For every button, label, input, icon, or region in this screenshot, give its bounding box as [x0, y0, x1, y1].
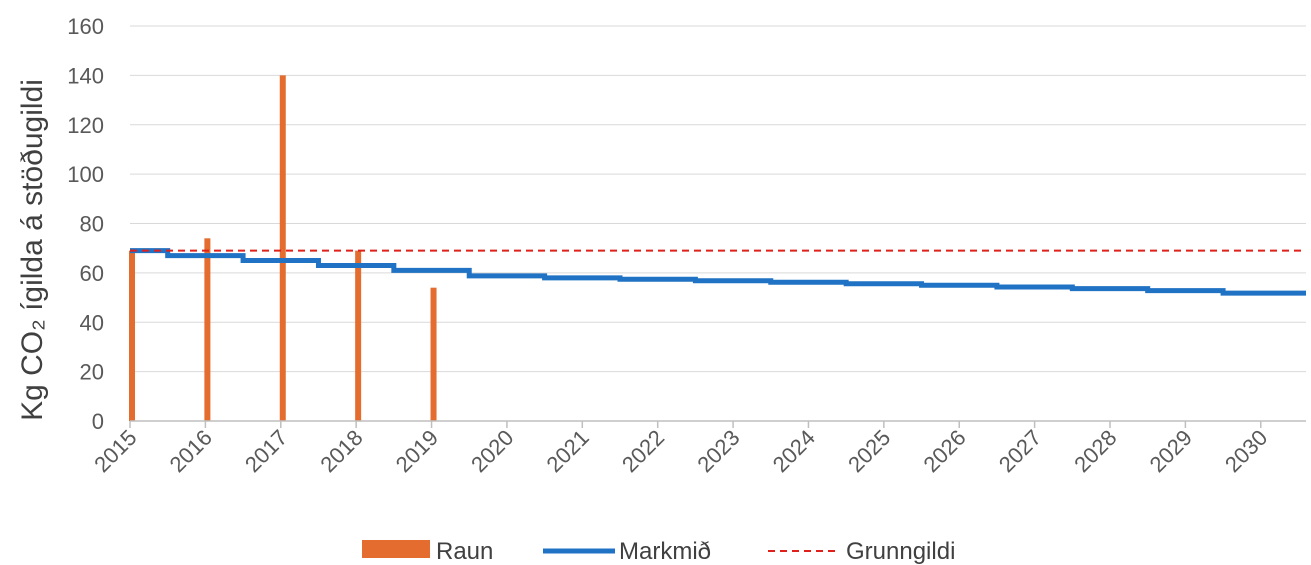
- raun-bar: [204, 238, 211, 421]
- y-tick-label: 100: [67, 162, 104, 187]
- markmid-line: [130, 248, 1306, 296]
- y-tick-label: 120: [67, 113, 104, 138]
- y-tick-label: 140: [67, 63, 104, 88]
- y-axis-label: Kg CO₂ ígilda á stöðugildi: [16, 79, 49, 421]
- x-tick-label: 2022: [617, 425, 669, 477]
- raun-bars: [129, 75, 437, 421]
- gridlines: [130, 25, 1306, 373]
- y-tick-label: 0: [92, 409, 104, 434]
- x-tick-label: 2025: [843, 425, 895, 477]
- raun-bar: [279, 75, 286, 421]
- legend-label-markmid: Markmið: [619, 538, 711, 565]
- x-tick-label: 2028: [1069, 425, 1121, 477]
- x-tick-label: 2017: [240, 425, 292, 477]
- x-tick-label: 2018: [315, 425, 367, 477]
- series-lines: [130, 248, 1306, 296]
- y-tick-label: 40: [80, 310, 104, 335]
- x-tick-label: 2026: [918, 425, 970, 477]
- legend: Raun Markmið Grunngildi: [362, 538, 955, 565]
- legend-swatch-raun: [362, 540, 430, 558]
- x-axis-ticks: 2015 2016 2017 2018 2019 2020 2021 2022 2023 2024…: [89, 425, 1272, 477]
- y-tick-label: 60: [80, 261, 104, 286]
- raun-bar: [430, 287, 437, 421]
- y-tick-label: 160: [67, 14, 104, 39]
- x-tick-label: 2029: [1145, 425, 1197, 477]
- x-tick-label: 2016: [165, 425, 217, 477]
- raun-bar: [355, 250, 362, 421]
- x-tick-label: 2019: [391, 425, 443, 477]
- y-tick-label: 80: [80, 212, 104, 237]
- x-tick-label: 2030: [1220, 425, 1272, 477]
- y-tick-label: 20: [80, 360, 104, 385]
- legend-label-raun: Raun: [436, 538, 493, 565]
- x-tick-label: 2020: [466, 425, 518, 477]
- raun-bar: [129, 250, 135, 421]
- x-tick-label: 2024: [768, 425, 820, 477]
- x-tick-label: 2023: [692, 425, 744, 477]
- y-axis-ticks: 0 20 40 60 80 100 120 140 160: [67, 14, 104, 434]
- x-tick-label: 2027: [994, 425, 1046, 477]
- x-tick-label: 2021: [542, 425, 594, 477]
- x-axis: [129, 420, 1306, 428]
- legend-label-grunngildi: Grunngildi: [846, 538, 955, 565]
